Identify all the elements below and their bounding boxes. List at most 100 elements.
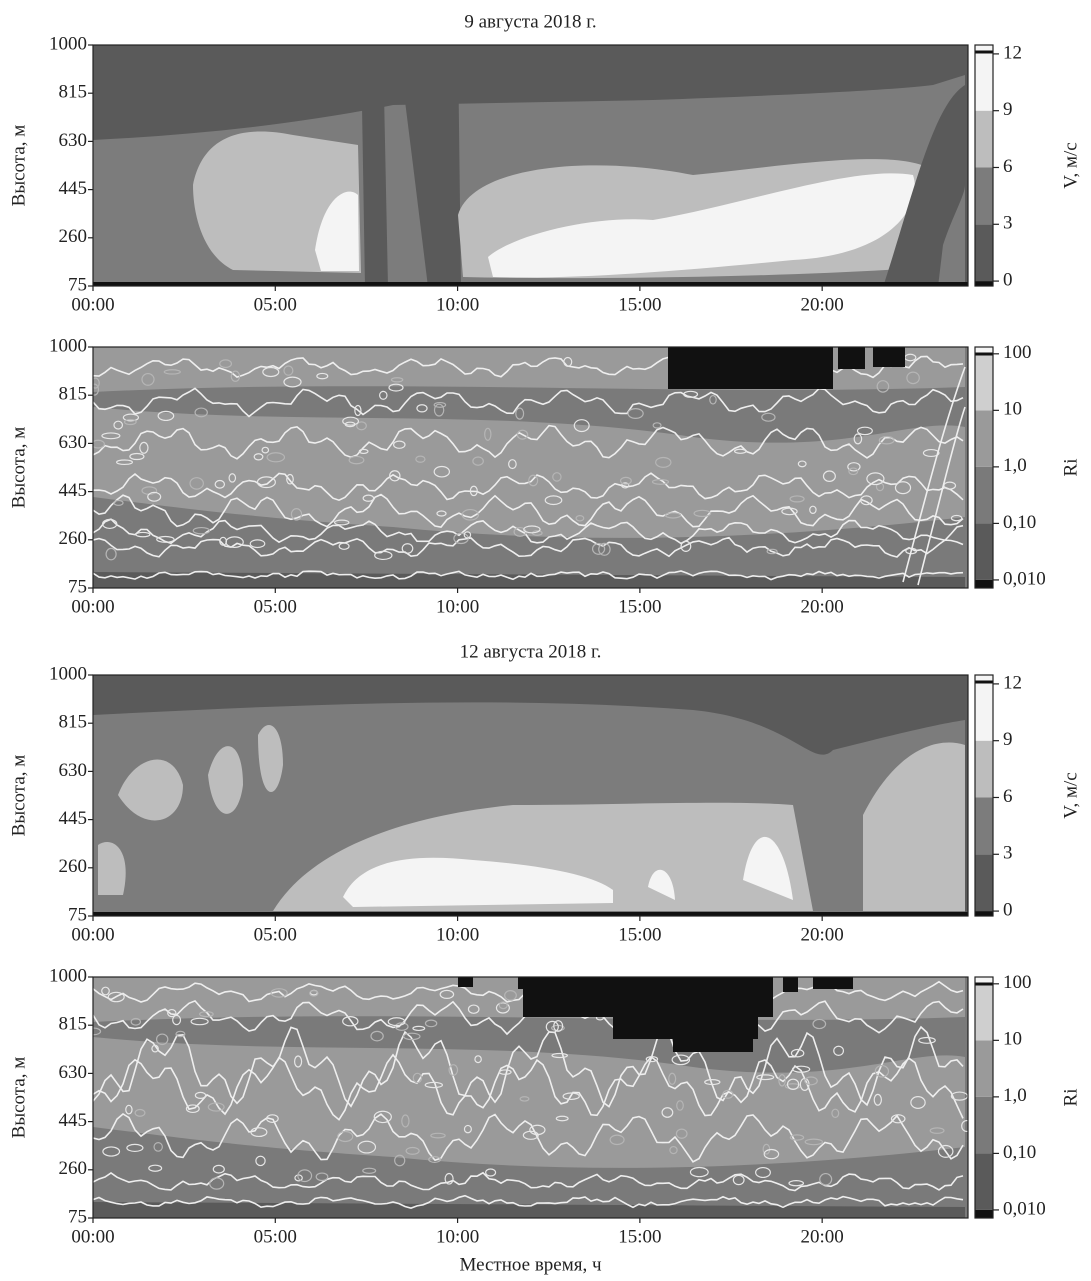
contour-blob [342, 416, 360, 426]
contour-blob [485, 1168, 497, 1177]
contour-blob [651, 478, 670, 485]
contour-blob [401, 1114, 410, 1128]
contour-blob [523, 525, 541, 534]
field-band [648, 869, 675, 900]
colorbar-band [975, 466, 993, 524]
contour-blob [788, 1180, 805, 1187]
contour-blob [575, 515, 585, 522]
plot-frame [92, 976, 969, 1219]
contour-blob [428, 1156, 442, 1163]
contour-blob [472, 456, 484, 466]
contour-line [93, 1194, 964, 1209]
x-tick-label: 15:00 [618, 924, 661, 945]
contour-blob [192, 526, 211, 535]
contour-blob [655, 456, 672, 468]
x-tick-label: 05:00 [254, 1226, 297, 1247]
y-tick-label: 260 [59, 226, 88, 247]
contour-blob [116, 459, 133, 466]
contour-blob [529, 1124, 546, 1136]
contour-blob [562, 1092, 580, 1101]
contour-blob [93, 1027, 102, 1036]
contour-blob [362, 494, 375, 502]
contour-blob [598, 542, 611, 556]
field-band [873, 347, 905, 367]
x-tick-label: 15:00 [618, 596, 661, 617]
colorbar-frame [974, 674, 994, 917]
colorbar-tick-label: 0 [1003, 269, 1013, 290]
colorbar-band [975, 53, 993, 111]
field-band [668, 347, 833, 389]
colorbar-band [975, 983, 993, 1041]
y-axis-label: Высота, м [8, 427, 29, 509]
contour-blob [105, 547, 117, 561]
colorbar-band [975, 854, 993, 912]
contour-blob [135, 531, 151, 538]
colorbar-tick-label: 6 [1003, 786, 1013, 807]
contour-blob [199, 1011, 214, 1018]
field-band [813, 977, 853, 989]
contour-blob [102, 1146, 121, 1157]
field-band [208, 746, 243, 814]
contour-blob [664, 512, 682, 519]
contour-blob [113, 420, 124, 430]
x-tick-label: 15:00 [618, 294, 661, 315]
colorbar-label: Ri [1060, 1089, 1081, 1107]
contour-blob [172, 1014, 182, 1026]
colorbar-tick-label: 0,10 [1003, 1142, 1036, 1163]
contour-blob [436, 510, 447, 517]
contour-blob [283, 376, 302, 388]
contour-blob [294, 1174, 303, 1182]
y-tick-label: 1000 [49, 335, 87, 356]
y-tick-label: 1000 [49, 33, 87, 54]
contour-blob [379, 390, 388, 400]
contour-blob [333, 519, 350, 526]
contour-blob [194, 407, 208, 418]
colorbar-band [975, 1153, 993, 1210]
colorbar-tick-label: 0 [1003, 899, 1013, 920]
colorbar-tick-label: 0,010 [1003, 568, 1046, 589]
contour-blob [474, 1055, 482, 1064]
contour-blob [778, 1074, 786, 1087]
field-band [488, 173, 915, 278]
contour-blob [387, 1017, 406, 1027]
contour-blob [652, 422, 662, 429]
colorbar-band [975, 410, 993, 467]
contour-blob [357, 1140, 377, 1154]
field-band [93, 1202, 965, 1218]
colorbar-tick-label: 9 [1003, 99, 1013, 120]
contour-blob [709, 394, 717, 405]
contour-blob [214, 479, 226, 489]
colorbar-band [975, 675, 993, 684]
contour-blob [689, 1166, 709, 1178]
x-tick-label: 20:00 [801, 924, 844, 945]
y-tick-label: 445 [59, 178, 88, 199]
contour-blob [961, 1119, 968, 1133]
plot-frame [92, 346, 969, 589]
contour-blob [732, 1174, 745, 1186]
x-tick-label: 00:00 [71, 1226, 114, 1247]
contour-field [93, 675, 968, 916]
contour-blob [668, 1072, 677, 1085]
field-band [343, 857, 613, 907]
contour-blob [573, 419, 590, 433]
contour-blob [126, 1143, 144, 1153]
contour-blob [249, 539, 266, 549]
field-band [315, 191, 359, 271]
contour-blob [156, 535, 175, 543]
colorbar-tick-label: 100 [1003, 972, 1032, 993]
contour-blob [910, 1096, 926, 1109]
colorbar-tick-label: 1,0 [1003, 1085, 1027, 1106]
contour-blob [147, 491, 162, 502]
contour-blob [860, 495, 873, 506]
x-tick-label: 10:00 [436, 294, 479, 315]
colorbar-band [975, 167, 993, 225]
contour-blob [831, 1108, 840, 1119]
contour-blob [433, 403, 445, 417]
x-tick-label: 00:00 [71, 294, 114, 315]
y-tick-label: 445 [59, 480, 88, 501]
contour-blob [175, 1030, 186, 1038]
field-band [783, 977, 798, 992]
contour-blob [290, 507, 303, 521]
contour-blob [797, 460, 807, 468]
contour-blob [704, 1079, 721, 1086]
